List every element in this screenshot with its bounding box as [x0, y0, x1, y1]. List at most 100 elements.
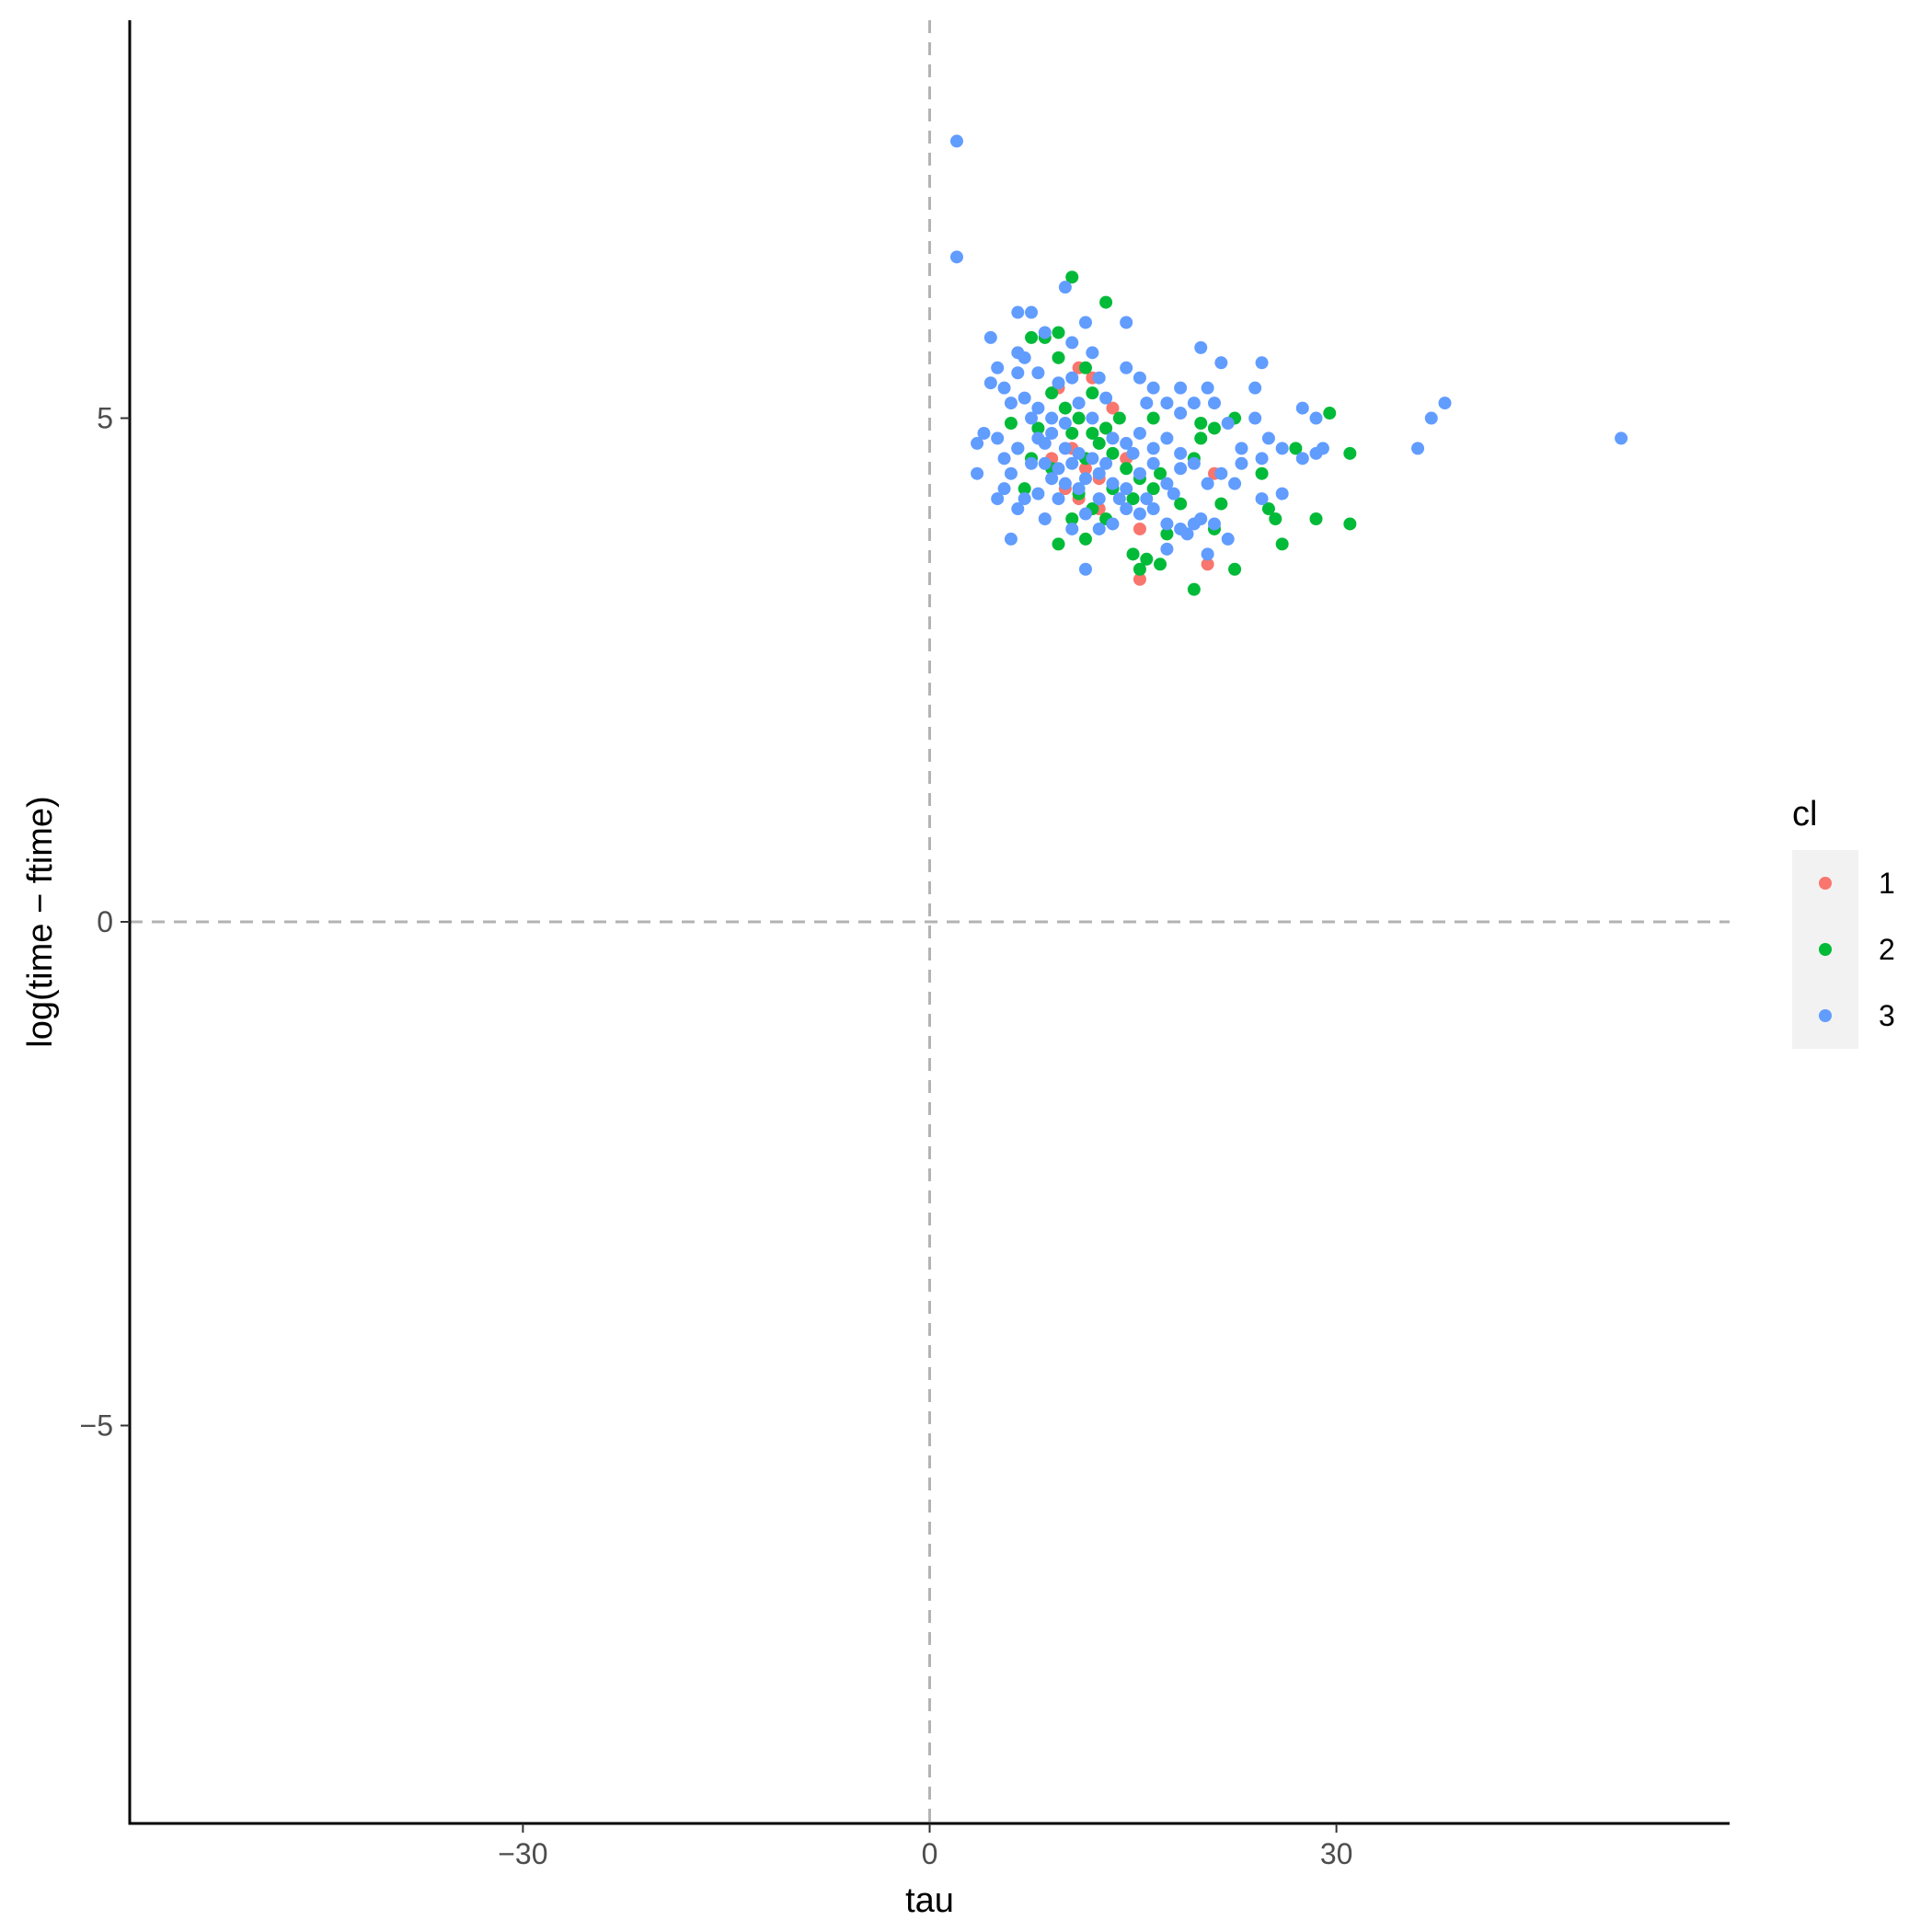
legend-title: cl	[1792, 795, 1817, 834]
data-point-cl-2	[1065, 270, 1079, 284]
data-point-cl-2	[1214, 497, 1228, 511]
data-point-cl-3	[1038, 436, 1052, 450]
data-point-cl-3	[1160, 397, 1174, 410]
data-point-cl-2	[1323, 407, 1337, 420]
data-point-cl-3	[1133, 426, 1146, 440]
data-point-cl-3	[1004, 466, 1018, 480]
data-point-cl-3	[1052, 462, 1065, 476]
data-point-cl-3	[1187, 456, 1201, 470]
data-point-cl-3	[1133, 371, 1146, 385]
data-point-cl-3	[1615, 431, 1628, 445]
data-point-cl-3	[1086, 346, 1099, 360]
data-point-cl-2	[1343, 446, 1357, 460]
legend-entries: 1 2 3	[1819, 867, 1895, 1032]
data-point-cl-2	[1065, 512, 1079, 526]
data-point-cl-3	[1174, 381, 1188, 395]
data-point-cl-3	[1235, 456, 1248, 470]
data-point-cl-2	[1275, 537, 1289, 551]
data-point-cl-3	[1106, 431, 1120, 445]
data-point-cl-3	[949, 250, 963, 264]
data-point-cl-2	[1099, 295, 1113, 309]
data-point-cl-3	[1092, 522, 1106, 535]
data-point-cl-2	[1160, 527, 1174, 541]
data-point-cl-3	[1106, 517, 1120, 531]
data-point-cl-3	[1011, 502, 1025, 516]
data-point-cl-2	[1106, 446, 1120, 460]
data-point-cl-3	[1214, 466, 1228, 480]
data-point-cl-3	[1120, 502, 1133, 516]
data-point-cl-2	[1004, 416, 1018, 430]
data-point-cl-3	[1072, 397, 1086, 410]
data-point-cl-3	[997, 452, 1011, 466]
data-point-cl-2	[1078, 532, 1092, 546]
data-point-cl-3	[1160, 477, 1174, 490]
data-point-cl-2	[1269, 512, 1282, 526]
data-point-cl-3	[1221, 532, 1235, 546]
data-point-cl-3	[1174, 446, 1188, 460]
data-point-cl-3	[1187, 397, 1201, 410]
data-point-cl-3	[1065, 522, 1079, 535]
data-point-cl-3	[1072, 446, 1086, 460]
data-point-cl-3	[1086, 411, 1099, 425]
data-point-cl-2	[1255, 466, 1269, 480]
data-point-cl-3	[1140, 397, 1154, 410]
data-point-cl-3	[1058, 281, 1072, 294]
data-point-cl-3	[1275, 442, 1289, 455]
data-point-cl-3	[1275, 487, 1289, 500]
data-point-cl-2	[1065, 426, 1079, 440]
data-point-cl-3	[997, 482, 1011, 496]
data-point-cl-3	[1180, 527, 1194, 541]
data-point-cl-3	[1011, 366, 1025, 380]
data-point-cl-3	[1146, 442, 1160, 455]
legend-label-cl-3: 3	[1879, 999, 1895, 1032]
y-tick-label: −5	[80, 1409, 113, 1442]
data-point-cl-3	[1295, 401, 1309, 415]
data-point-cl-3	[1120, 436, 1133, 450]
data-point-cl-3	[1174, 407, 1188, 420]
data-point-cl-3	[1255, 356, 1269, 370]
data-point-cl-3	[1052, 492, 1065, 506]
data-point-cl-3	[1031, 487, 1045, 500]
data-point-cl-2	[1072, 411, 1086, 425]
data-point-cl-3	[1146, 456, 1160, 470]
data-point-cl-3	[1221, 416, 1235, 430]
data-point-cl-3	[1018, 391, 1031, 405]
legend-label-cl-2: 2	[1879, 933, 1895, 966]
data-point-cl-3	[983, 330, 997, 344]
data-point-cl-3	[1207, 517, 1221, 531]
data-point-cl-2	[1126, 547, 1140, 561]
data-point-cl-2	[1126, 492, 1140, 506]
data-point-cl-2	[1078, 361, 1092, 374]
data-point-cl-3	[1078, 316, 1092, 329]
data-point-cl-3	[1438, 397, 1452, 410]
data-point-cl-3	[1146, 381, 1160, 395]
data-point-cl-2	[1309, 512, 1323, 526]
data-point-cl-3	[1092, 492, 1106, 506]
data-point-cl-3	[1025, 456, 1039, 470]
legend-key-cl-1	[1819, 877, 1832, 890]
data-point-cl-2	[1343, 517, 1357, 531]
data-point-cl-2	[1112, 411, 1126, 425]
data-point-cl-2	[1194, 431, 1208, 445]
data-point-cl-3	[1078, 562, 1092, 576]
data-point-cl-3	[1072, 482, 1086, 496]
data-point-cl-3	[1201, 381, 1214, 395]
data-point-cl-2	[1174, 497, 1188, 511]
data-point-cl-3	[1120, 361, 1133, 374]
data-point-cl-3	[1255, 492, 1269, 506]
data-point-cl-3	[1004, 532, 1018, 546]
x-tick-label: 30	[1320, 1837, 1353, 1870]
data-point-cl-2	[1154, 558, 1167, 571]
data-point-cl-3	[1045, 472, 1059, 486]
data-point-cl-3	[1045, 426, 1059, 440]
data-point-cl-3	[1004, 397, 1018, 410]
data-point-cl-3	[1065, 456, 1079, 470]
x-axis-ticks: −30 0 30	[498, 1823, 1352, 1870]
data-point-cl-3	[1133, 466, 1146, 480]
data-point-cl-3	[1235, 442, 1248, 455]
data-point-cl-3	[1038, 456, 1052, 470]
data-point-cl-3	[1140, 492, 1154, 506]
data-point-cl-3	[971, 436, 984, 450]
data-point-cl-1	[1133, 522, 1146, 535]
data-point-cl-3	[971, 466, 984, 480]
